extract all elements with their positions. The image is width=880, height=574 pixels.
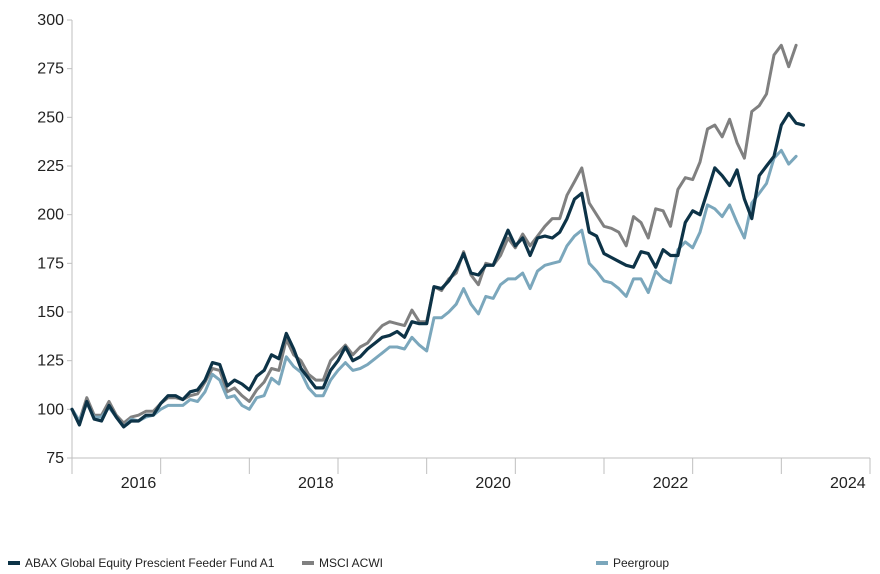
- y-tick-label: 100: [37, 401, 64, 418]
- x-tick-label: 2020: [475, 475, 511, 492]
- y-tick-label: 150: [37, 304, 64, 321]
- series-line-msci-acwi: [70, 43, 798, 425]
- y-tick-label: 300: [37, 12, 64, 29]
- x-tick-label: 2016: [121, 475, 157, 492]
- legend-item-peergroup: Peergroup: [596, 556, 669, 570]
- legend-label-peergroup: Peergroup: [613, 556, 670, 570]
- legend-swatch-abax: [8, 561, 20, 565]
- legend-item-msci-acwi: MSCI ACWI: [302, 556, 383, 570]
- y-tick-label: 75: [46, 450, 64, 467]
- legend: ABAX Global Equity Prescient Feeder Fund…: [0, 552, 880, 574]
- line-chart: 75 100 125 150 175 200 225 250 275 300 2016 2018 202…: [37, 12, 871, 492]
- y-tick-label: 225: [37, 158, 64, 175]
- legend-swatch-msci-acwi: [302, 561, 314, 565]
- x-tick-label: 2018: [298, 475, 334, 492]
- legend-label-msci-acwi: MSCI ACWI: [319, 556, 384, 570]
- legend-label-abax: ABAX Global Equity Prescient Feeder Fund…: [25, 556, 275, 570]
- y-tick-label: 175: [37, 255, 64, 272]
- y-tick-label: 275: [37, 61, 64, 78]
- y-tick-label: 200: [37, 207, 64, 224]
- x-tick-label: 2024: [830, 475, 866, 492]
- legend-item-abax: ABAX Global Equity Prescient Feeder Fund…: [8, 556, 274, 570]
- x-tick-label: 2022: [653, 475, 689, 492]
- series-line-abax: [70, 111, 806, 429]
- y-tick-label: 250: [37, 109, 64, 126]
- series-line-peergroup: [70, 148, 798, 429]
- y-tick-label: 125: [37, 353, 64, 370]
- legend-swatch-peergroup: [596, 561, 608, 565]
